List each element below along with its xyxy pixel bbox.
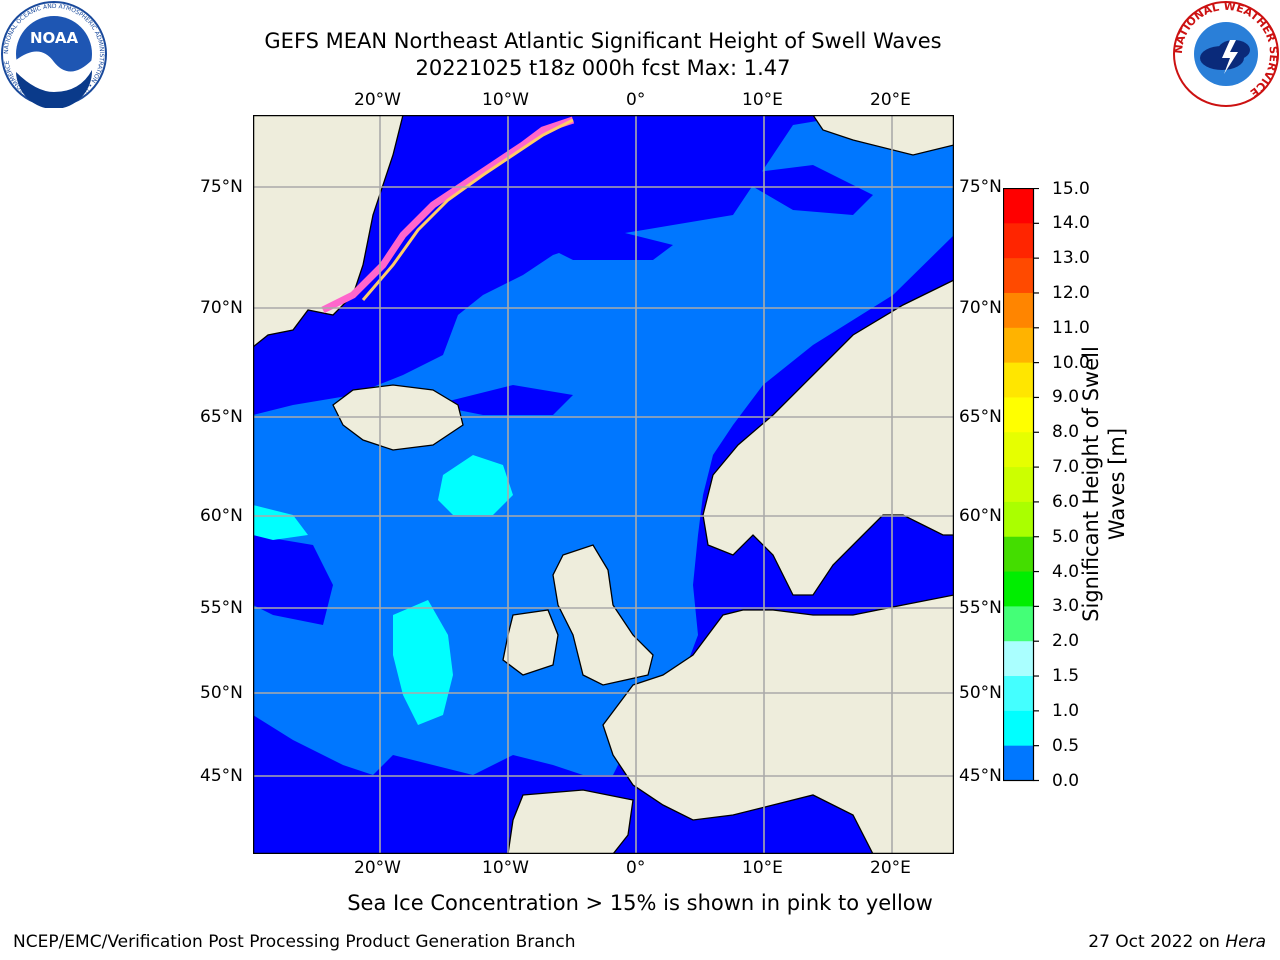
lon-label-top-10e: 10°E (742, 90, 783, 110)
lat-label-right-70n: 70°N (959, 298, 1002, 318)
colorbar-tick-label: 6.0 (1052, 491, 1080, 512)
colorbar-swatch (1003, 501, 1034, 538)
sea-ice-edge (321, 116, 575, 314)
map-subtitle: 20221025 t18z 000h fcst Max: 1.47 (415, 56, 791, 80)
colorbar-swatch (1003, 188, 1034, 224)
lat-label-right-75n: 75°N (959, 177, 1002, 197)
colorbar-swatch (1003, 606, 1034, 642)
colorbar-title-line2: Waves [m] (1105, 427, 1129, 541)
colorbar-swatch (1003, 362, 1034, 398)
colorbar-tick-label: 7.0 (1052, 457, 1080, 478)
colorbar-swatch (1003, 710, 1034, 747)
colorbar (1003, 188, 1039, 782)
noaa-logo: NATIONAL OCEANIC AND ATMOSPHERIC ADMINIS… (1, 1, 107, 108)
colorbar-tick-label: 2.0 (1052, 631, 1080, 652)
colorbar-tick-label: 3.0 (1052, 596, 1080, 617)
lon-label-bottom-20e: 20°E (870, 858, 911, 878)
swell-patch-low-2 (433, 385, 573, 415)
great-britain (552, 544, 654, 686)
noaa-logo-text: NOAA (30, 29, 79, 47)
lon-label-top-20e: 20°E (870, 90, 911, 110)
colorbar-swatch (1003, 745, 1034, 781)
greenland (253, 115, 404, 348)
colorbar-swatch (1003, 292, 1034, 329)
lat-label-left-45n: 45°N (200, 766, 243, 786)
lat-label-right-65n: 65°N (959, 407, 1002, 427)
colorbar-swatch (1003, 641, 1034, 677)
swell-patch-low-1 (253, 535, 333, 625)
colorbar-tick-label: 15.0 (1052, 178, 1090, 199)
graticule (253, 115, 954, 854)
colorbar-tick-label: 13.0 (1052, 248, 1090, 269)
colorbar-tick-label: 4.0 (1052, 561, 1080, 582)
colorbar-swatch (1003, 432, 1034, 468)
colorbar-tick-label: 9.0 (1052, 387, 1080, 408)
lat-label-left-60n: 60°N (200, 506, 243, 526)
lon-label-top-20w: 20°W (354, 90, 401, 110)
colorbar-tick-label: 12.0 (1052, 282, 1090, 303)
swell-band-1-0-1-5-c (253, 505, 308, 540)
colorbar-tick-label: 14.0 (1052, 213, 1090, 234)
colorbar-swatch (1003, 397, 1034, 433)
lat-label-right-55n: 55°N (959, 598, 1002, 618)
colorbar-swatch (1003, 536, 1034, 573)
colorbar-swatch (1003, 258, 1034, 294)
lat-label-right-50n: 50°N (959, 683, 1002, 703)
lon-label-top-10w: 10°W (482, 90, 529, 110)
sea-ice-caption: Sea Ice Concentration > 15% is shown in … (347, 891, 933, 915)
lat-label-left-50n: 50°N (200, 683, 243, 703)
colorbar-tick-label: 11.0 (1052, 317, 1090, 338)
swell-patch-low-4 (733, 165, 873, 215)
colorbar-tick-label: 10.0 (1052, 352, 1090, 373)
iberia (507, 789, 634, 854)
colorbar-swatch (1003, 467, 1034, 503)
lat-label-left-65n: 65°N (200, 407, 243, 427)
swell-band-1-0-1-5 (438, 455, 513, 515)
colorbar-swatch (1003, 223, 1034, 259)
footer-date: 27 Oct 2022 on Hera (1088, 932, 1266, 952)
lon-label-bottom-0: 0° (626, 858, 646, 878)
colorbar-swatch (1003, 327, 1034, 364)
colorbar-tick-label: 5.0 (1052, 526, 1080, 547)
ireland (502, 609, 559, 676)
colorbar-title-line1: Significant Height of Swell (1079, 346, 1103, 622)
lat-label-right-45n: 45°N (959, 766, 1002, 786)
continental-europe (602, 594, 954, 854)
colorbar-tick-label: 0.5 (1052, 735, 1080, 756)
lat-label-left-75n: 75°N (200, 177, 243, 197)
svalbard (812, 115, 954, 156)
colorbar-tick-label: 1.5 (1052, 666, 1080, 687)
lon-label-bottom-20w: 20°W (354, 858, 401, 878)
footer-credit: NCEP/EMC/Verification Post Processing Pr… (13, 932, 576, 952)
footer-host: Hera (1225, 932, 1266, 952)
lon-label-top-0: 0° (626, 90, 646, 110)
lat-label-left-55n: 55°N (200, 598, 243, 618)
nws-logo: NATIONAL WEATHER SERVICE (1172, 0, 1280, 107)
colorbar-tick-label: 8.0 (1052, 422, 1080, 443)
colorbar-tick-label: 1.0 (1052, 700, 1080, 721)
lon-label-bottom-10w: 10°W (482, 858, 529, 878)
colorbar-swatch (1003, 571, 1034, 607)
lat-label-left-70n: 70°N (200, 298, 243, 318)
footer-date-text: 27 Oct 2022 on (1088, 932, 1226, 952)
colorbar-swatch (1003, 676, 1034, 712)
lon-label-bottom-10e: 10°E (742, 858, 783, 878)
map-frame (253, 115, 954, 854)
map-title: GEFS MEAN Northeast Atlantic Significant… (264, 29, 942, 53)
swell-height-map (253, 115, 954, 854)
lat-label-right-60n: 60°N (959, 506, 1002, 526)
colorbar-tick-label: 0.0 (1052, 770, 1080, 791)
